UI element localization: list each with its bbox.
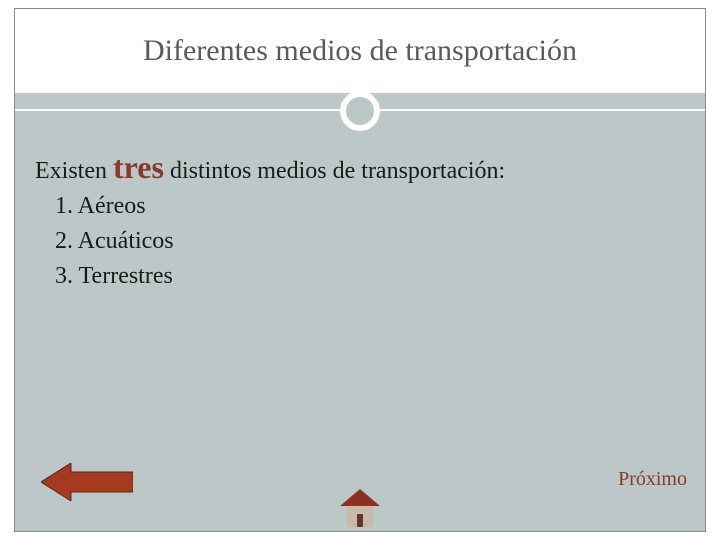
slide-inner: Diferentes medios de transportación Exis… xyxy=(14,8,706,532)
home-button[interactable] xyxy=(340,489,380,527)
ring-decoration xyxy=(340,91,380,131)
list-item: 2. Acuáticos xyxy=(55,224,174,259)
page-title: Diferentes medios de transportación xyxy=(143,34,577,68)
transport-list: 1. Aéreos 2. Acuáticos 3. Terrestres xyxy=(55,189,174,293)
list-item: 3. Terrestres xyxy=(55,259,174,294)
home-icon xyxy=(340,489,380,527)
intro-suffix: distintos medios de transportación: xyxy=(170,158,505,184)
arrow-left-shape xyxy=(41,463,133,501)
slide: Diferentes medios de transportación Exis… xyxy=(0,0,720,540)
intro-sentence: Existen tres distintos medios de transpo… xyxy=(35,149,505,186)
back-button[interactable] xyxy=(41,463,133,501)
list-item: 1. Aéreos xyxy=(55,189,174,224)
home-roof xyxy=(340,489,380,506)
next-button[interactable]: Próximo xyxy=(612,468,687,491)
arrow-left-icon xyxy=(41,463,133,501)
next-label: Próximo xyxy=(618,468,687,491)
intro-prefix: Existen xyxy=(35,158,113,184)
home-door xyxy=(357,514,363,527)
title-band: Diferentes medios de transportación xyxy=(15,9,705,93)
intro-emphasis: tres xyxy=(113,149,164,185)
